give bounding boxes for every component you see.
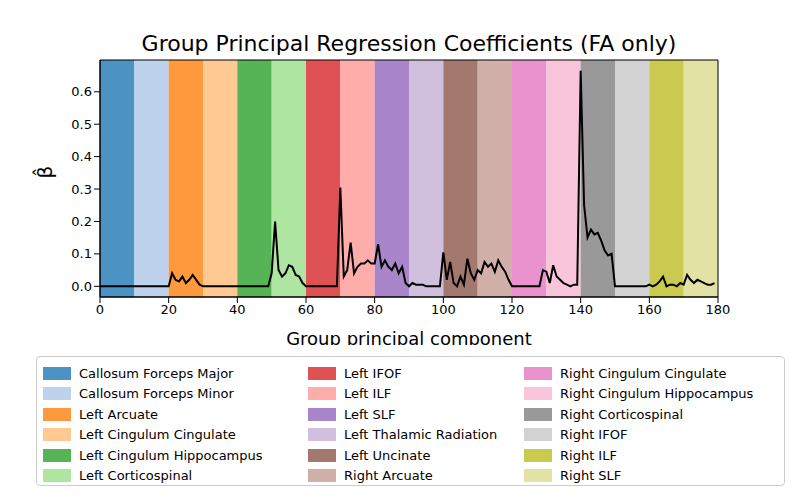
svg-text:40: 40 [229, 302, 246, 317]
html-text:Left IFOF: Left IFOF [344, 365, 402, 381]
svg-text:180: 180 [706, 302, 731, 317]
html-text:Left Thalamic Radiation: Left Thalamic Radiation [344, 427, 498, 443]
svg-text:160: 160 [637, 302, 662, 317]
svg-text:0.6: 0.6 [71, 84, 92, 99]
html-text:Left Uncinate: Left Uncinate [344, 447, 431, 463]
html-text:Right IFOF: Right IFOF [560, 427, 628, 443]
html-text:Right Corticospinal: Right Corticospinal [560, 406, 683, 422]
svg-text:0.3: 0.3 [71, 182, 92, 197]
html-text:Left Arcuate: Left Arcuate [79, 406, 158, 422]
svg-text:0.4: 0.4 [71, 149, 92, 164]
svg-text:20: 20 [160, 302, 177, 317]
html-text:Left Cingulum Cingulate: Left Cingulum Cingulate [79, 427, 236, 443]
svg-text:140: 140 [568, 302, 593, 317]
svg-text:0.2: 0.2 [71, 214, 92, 229]
svg-text:60: 60 [298, 302, 315, 317]
html-text:Callosum Forceps Major: Callosum Forceps Major [79, 365, 234, 381]
html-text:Right Cingulum Cingulate: Right Cingulum Cingulate [560, 365, 727, 381]
html-text:Right Arcuate: Right Arcuate [344, 468, 433, 484]
html-text:Left Corticospinal: Left Corticospinal [79, 468, 193, 484]
html-text:Callosum Forceps Minor: Callosum Forceps Minor [79, 386, 234, 402]
html-text:Left Cingulum Hippocampus: Left Cingulum Hippocampus [79, 447, 263, 463]
svg-text:120: 120 [500, 302, 525, 317]
html-text:Right ILF: Right ILF [560, 447, 617, 463]
svg-text:Group principal component: Group principal component [286, 328, 532, 345]
svg-text:β̂: β̂ [32, 166, 57, 179]
html-text:Right Cingulum Hippocampus: Right Cingulum Hippocampus [560, 386, 754, 402]
svg-text:80: 80 [366, 302, 383, 317]
svg-text:0: 0 [96, 302, 104, 317]
html-text:Group Principal Regression Coe: Group Principal Regression Coefficients … [141, 31, 677, 56]
html-text:Right SLF: Right SLF [560, 468, 622, 484]
svg-text:0.5: 0.5 [71, 117, 92, 132]
svg-text:0.1: 0.1 [71, 246, 92, 261]
svg-text:100: 100 [431, 302, 456, 317]
html-text:Left SLF: Left SLF [344, 406, 396, 422]
html-text:Left ILF: Left ILF [344, 386, 392, 402]
svg-text:0.0: 0.0 [71, 279, 92, 294]
